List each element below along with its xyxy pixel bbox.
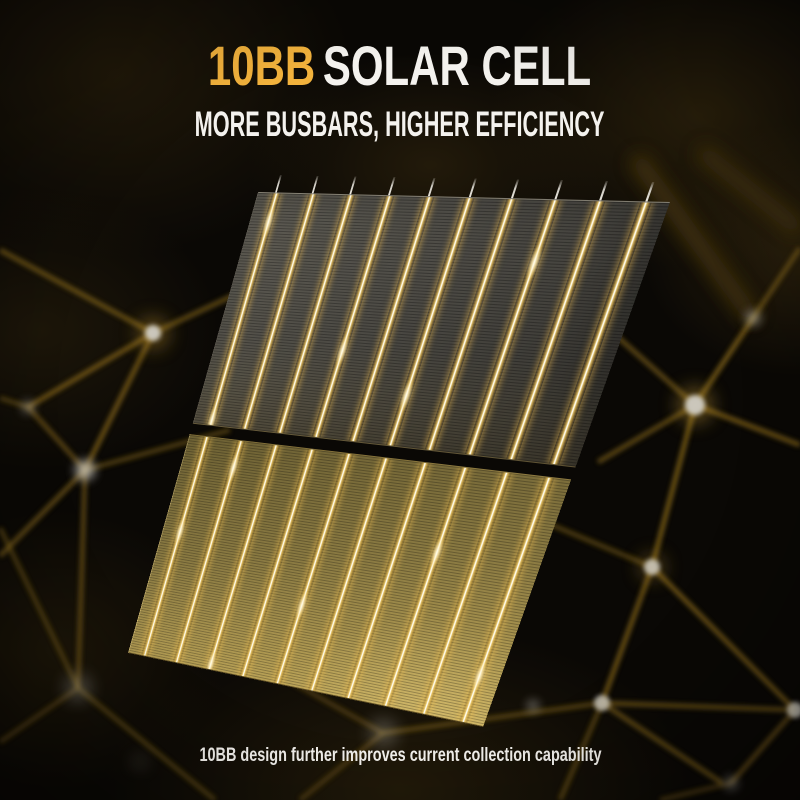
busbar <box>386 198 475 446</box>
busbar <box>348 197 434 442</box>
title-rest: SOLAR CELL <box>323 34 592 97</box>
title-highlight: 10BB <box>208 34 316 97</box>
busbar <box>311 196 394 438</box>
busbar <box>465 200 561 456</box>
busbar <box>425 199 518 451</box>
footer: 10BB design further improves current col… <box>0 744 800 769</box>
busbar <box>272 453 354 685</box>
busbar <box>275 195 356 434</box>
busbar <box>240 194 318 430</box>
header: 10BB SOLAR CELL MORE BUSBARS, HIGHER EFFI… <box>0 0 800 143</box>
subtitle: MORE BUSBARS, HIGHER EFFICIENCY <box>0 107 800 142</box>
busbar <box>172 440 246 664</box>
busbar <box>506 201 606 460</box>
subtitle-text: MORE BUSBARS, HIGHER EFFICIENCY <box>195 105 605 144</box>
busbar <box>381 467 471 707</box>
busbar <box>419 472 512 715</box>
page-title: 10BB SOLAR CELL <box>0 38 800 94</box>
busbar <box>238 449 317 677</box>
busbar <box>344 462 431 699</box>
busbar <box>307 457 392 692</box>
caption: 10BB design further improves current col… <box>198 745 602 766</box>
busbar <box>205 444 281 670</box>
